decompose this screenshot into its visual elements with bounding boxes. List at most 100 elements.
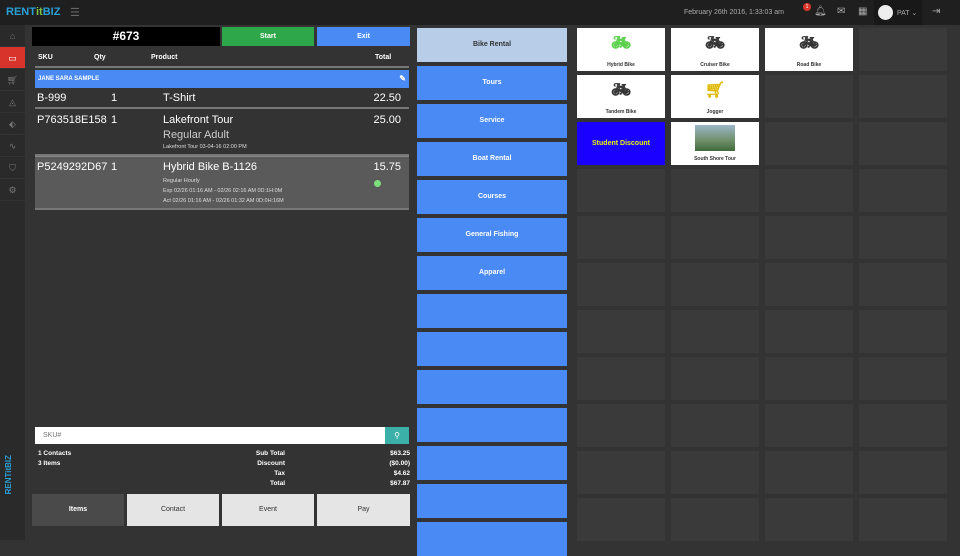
logo[interactable]: RENTitBIZ: [6, 6, 61, 18]
product-tile-empty[interactable]: [859, 451, 947, 494]
category-button[interactable]: Bike Rental: [417, 28, 567, 62]
tab-event[interactable]: Event: [222, 494, 314, 526]
category-button[interactable]: [417, 522, 567, 556]
home-icon[interactable]: ⌂: [0, 25, 25, 47]
customer-row[interactable]: JANE SARA SAMPLE ✎: [35, 70, 409, 88]
avatar: [878, 5, 893, 20]
rentals-icon[interactable]: ◬: [0, 91, 25, 113]
line-detail: Lakefront Tour 03-04-16 02:00 PM: [163, 144, 247, 150]
product-tile-empty[interactable]: [859, 122, 947, 165]
product-tile-empty[interactable]: [577, 310, 665, 353]
datetime: February 26th 2016, 1:33:03 am: [684, 9, 785, 16]
product-tile-empty[interactable]: [671, 310, 759, 353]
product-tile-empty[interactable]: [671, 357, 759, 400]
tab-items[interactable]: Items: [32, 494, 124, 526]
edit-icon[interactable]: ✎: [399, 74, 406, 83]
product-tile-empty[interactable]: [671, 498, 759, 541]
category-button[interactable]: Apparel: [417, 256, 567, 290]
logout-icon[interactable]: ⇥: [932, 6, 941, 17]
shield-icon[interactable]: ⛉: [0, 157, 25, 179]
exit-button[interactable]: Exit: [317, 27, 410, 46]
category-button[interactable]: [417, 332, 567, 366]
user-menu[interactable]: PAT ⌄: [874, 0, 922, 25]
product-tile[interactable]: 🛒︎ Jogger: [671, 75, 759, 118]
product-tile-empty[interactable]: [577, 404, 665, 447]
product-tile[interactable]: 🚲︎ Hybrid Bike: [577, 28, 665, 71]
bike-icon: 🚲︎: [798, 35, 820, 52]
line-item[interactable]: P763518E158 1 Lakefront Tour Regular Adu…: [35, 110, 409, 156]
product-tile-empty[interactable]: [671, 216, 759, 259]
product-tile-empty[interactable]: [859, 216, 947, 259]
category-button[interactable]: Boat Rental: [417, 142, 567, 176]
line-item-selected[interactable]: P5249292D67 1 Hybrid Bike B-1126 Regular…: [35, 156, 409, 210]
product-tile[interactable]: 🚲︎ Road Bike: [765, 28, 853, 71]
product-tile-empty[interactable]: [765, 75, 853, 118]
product-tile-empty[interactable]: [577, 263, 665, 306]
product-tile-empty[interactable]: [859, 404, 947, 447]
line-product: T-Shirt: [163, 92, 196, 104]
product-tile-empty[interactable]: [577, 451, 665, 494]
line-sku: B-999: [37, 92, 67, 104]
product-tile-empty[interactable]: [765, 122, 853, 165]
product-tile-empty[interactable]: [859, 169, 947, 212]
search-button[interactable]: ⚲: [385, 427, 409, 444]
line-variant: Regular Adult: [163, 129, 230, 141]
product-tile[interactable]: 🚲︎ Cruiser Bike: [671, 28, 759, 71]
product-tile-empty[interactable]: [765, 404, 853, 447]
product-tile-empty[interactable]: [859, 263, 947, 306]
product-tile[interactable]: Student Discount: [577, 122, 665, 165]
product-tile-empty[interactable]: [765, 357, 853, 400]
notification-badge: 1: [803, 3, 811, 11]
product-tile-empty[interactable]: [765, 310, 853, 353]
tag-icon[interactable]: ⬖: [0, 113, 25, 135]
category-button[interactable]: General Fishing: [417, 218, 567, 252]
category-button[interactable]: [417, 484, 567, 518]
cart-icon[interactable]: 🛒︎: [0, 69, 25, 91]
product-tile-empty[interactable]: [859, 310, 947, 353]
gear-icon[interactable]: ⚙: [0, 179, 25, 201]
product-tile[interactable]: South Shore Tour: [671, 122, 759, 165]
category-button[interactable]: Service: [417, 104, 567, 138]
product-tile-empty[interactable]: [671, 404, 759, 447]
product-tile-empty[interactable]: [671, 169, 759, 212]
hamburger-menu-icon[interactable]: ☰: [70, 7, 80, 19]
product-tile-empty[interactable]: [765, 169, 853, 212]
start-button[interactable]: Start: [222, 27, 314, 46]
line-total: 15.75: [373, 161, 401, 173]
product-tile-empty[interactable]: [577, 216, 665, 259]
sidebar-logo: RENTitBIZ: [4, 455, 13, 495]
product-tile-empty[interactable]: [671, 263, 759, 306]
line-qty: 1: [111, 92, 118, 104]
category-button[interactable]: Courses: [417, 180, 567, 214]
pos-icon[interactable]: ▭: [0, 47, 25, 69]
category-button[interactable]: [417, 446, 567, 480]
product-tile[interactable]: 🚲︎ Tandem Bike: [577, 75, 665, 118]
category-button[interactable]: [417, 294, 567, 328]
category-button[interactable]: [417, 408, 567, 442]
line-item[interactable]: B-999 1 T-Shirt 22.50: [35, 89, 409, 109]
reports-icon[interactable]: ∿: [0, 135, 25, 157]
product-tile-empty[interactable]: [859, 357, 947, 400]
mail-icon[interactable]: ✉: [837, 6, 846, 17]
product-tile-empty[interactable]: [765, 216, 853, 259]
product-tile-empty[interactable]: [765, 263, 853, 306]
category-button[interactable]: Tours: [417, 66, 567, 100]
product-tile-empty[interactable]: [577, 357, 665, 400]
search-icon: ⚲: [394, 431, 400, 440]
product-tile-empty[interactable]: [577, 498, 665, 541]
bell-icon[interactable]: 🔔︎: [814, 6, 827, 17]
tab-pay[interactable]: Pay: [317, 494, 410, 526]
line-expected: Exp 02/26 01:16 AM - 02/26 02:16 AM 0D:1…: [163, 188, 283, 194]
product-tile-empty[interactable]: [671, 451, 759, 494]
category-button[interactable]: [417, 370, 567, 404]
product-tile-empty[interactable]: [859, 75, 947, 118]
calendar-icon[interactable]: ▦: [858, 6, 868, 17]
product-tile-empty[interactable]: [765, 451, 853, 494]
product-tile-empty[interactable]: [859, 498, 947, 541]
product-tile-empty[interactable]: [577, 169, 665, 212]
sku-input[interactable]: [35, 427, 385, 444]
product-tile-empty[interactable]: [859, 28, 947, 71]
product-label: Road Bike: [796, 62, 822, 68]
tab-contact[interactable]: Contact: [127, 494, 219, 526]
product-tile-empty[interactable]: [765, 498, 853, 541]
